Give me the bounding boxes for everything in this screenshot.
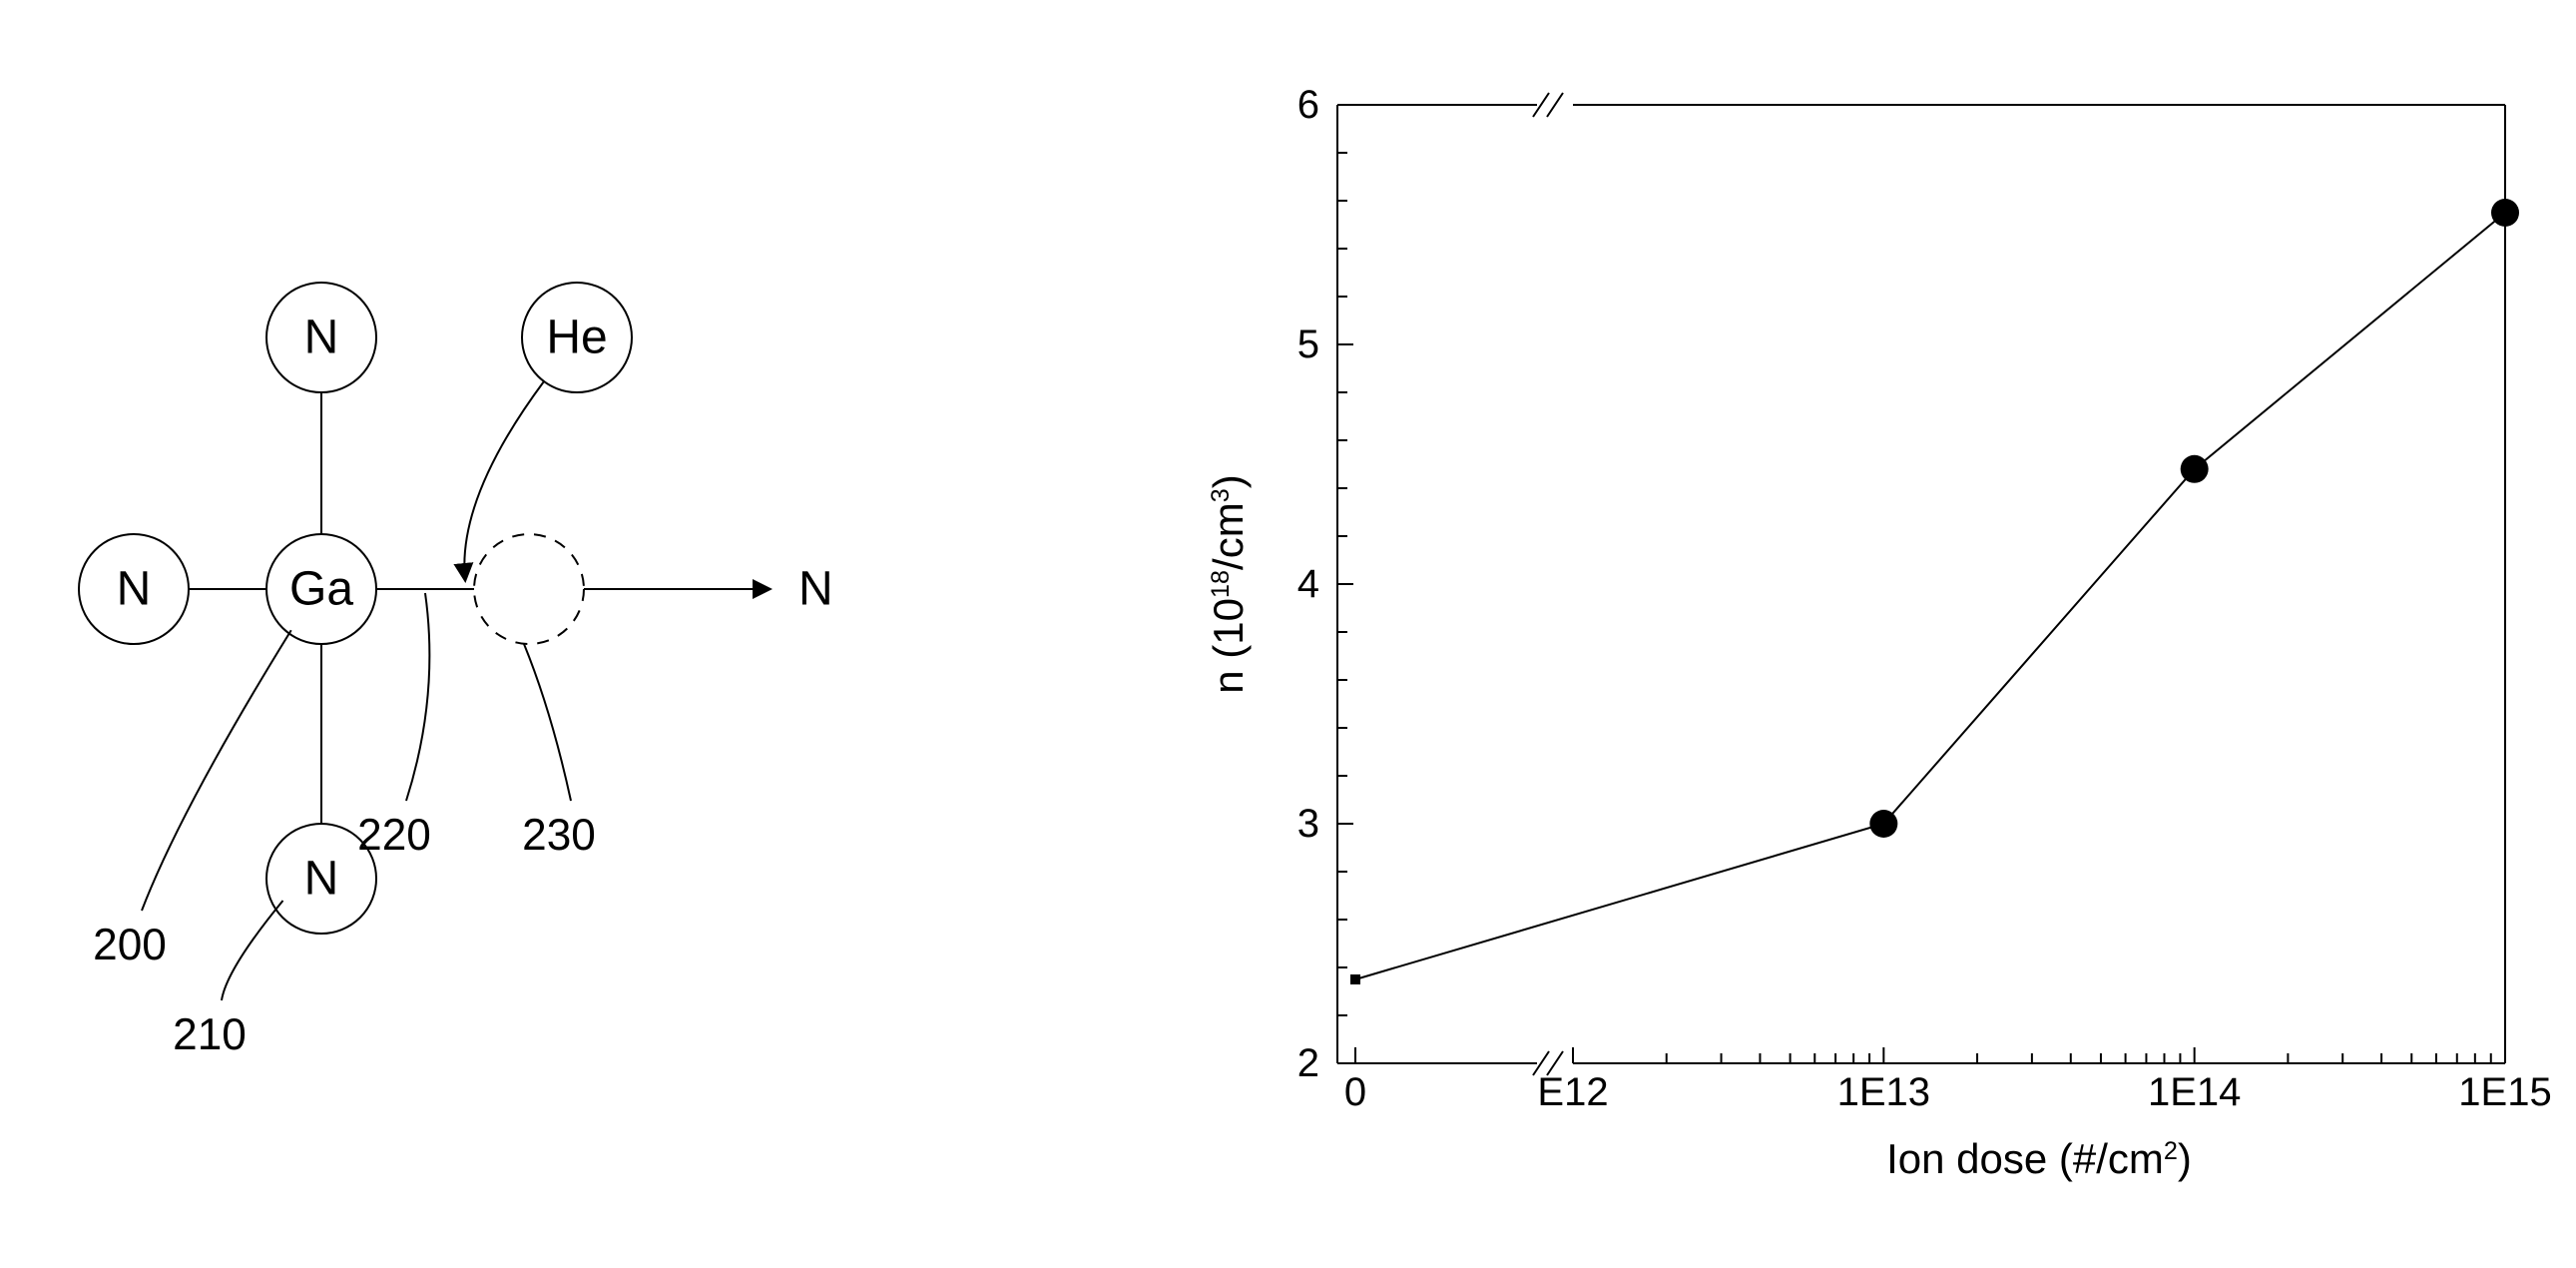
x-axis-label: Ion dose (#/cm2) bbox=[1886, 1135, 2192, 1182]
n-bottom-atom-label: N bbox=[304, 853, 339, 906]
callout-210-label: 210 bbox=[173, 1010, 247, 1059]
ejected-n-label: N bbox=[798, 563, 833, 616]
data-line bbox=[1355, 213, 2505, 979]
callout-220-leader bbox=[406, 593, 429, 801]
vacancy-site bbox=[474, 534, 584, 644]
n-left-atom-label: N bbox=[117, 563, 152, 616]
callout-220-label: 220 bbox=[357, 811, 431, 860]
x-tick-label: 1E14 bbox=[2148, 1070, 2241, 1114]
data-marker bbox=[1869, 810, 1897, 838]
data-marker bbox=[2491, 199, 2519, 227]
data-marker bbox=[2181, 455, 2209, 483]
y-tick-label: 3 bbox=[1297, 802, 1319, 846]
figure-canvas: Ga N N N He N 200210 220 230 2 3 4 5 6 0 E12 1E13 1E14 1E1… bbox=[0, 0, 2576, 1268]
callout-230-label: 230 bbox=[522, 811, 596, 860]
callout-200-label: 200 bbox=[93, 921, 167, 969]
y-tick-label: 5 bbox=[1297, 322, 1319, 366]
ga-atom-label: Ga bbox=[289, 563, 353, 616]
x-tick-label: 1E13 bbox=[1837, 1070, 1930, 1114]
ion-dose-chart: 2 3 4 5 6 0 E12 1E13 1E14 1E15 n (1018/cm3) Ion dos… bbox=[1205, 83, 2552, 1182]
n-top-atom-label: N bbox=[304, 312, 339, 364]
y-tick-label: 6 bbox=[1297, 83, 1319, 127]
y-axis-label: n (1018/cm3) bbox=[1205, 474, 1252, 693]
y-tick-label: 4 bbox=[1297, 562, 1319, 606]
he-atom-label: He bbox=[546, 312, 607, 364]
callout-210-leader bbox=[222, 901, 283, 1000]
molecular-diagram: Ga N N N He N 200210 220 230 bbox=[79, 283, 833, 1059]
callout-230-leader bbox=[524, 644, 571, 801]
y-tick-label: 2 bbox=[1297, 1041, 1319, 1085]
data-marker bbox=[1350, 974, 1360, 984]
x-tick-label: 1E15 bbox=[2458, 1070, 2551, 1114]
x-tick-label: E12 bbox=[1537, 1070, 1608, 1114]
x-tick-label: 0 bbox=[1344, 1070, 1366, 1114]
